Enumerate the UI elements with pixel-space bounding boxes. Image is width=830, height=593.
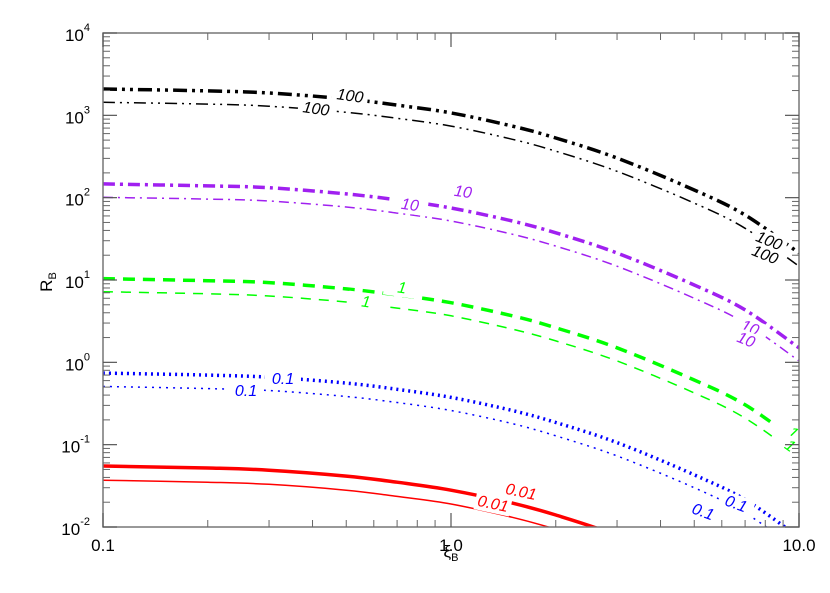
curve-label: 100 [336,86,365,107]
curve-label: 0.1 [235,383,257,400]
y-tick-label: 100 [65,351,90,374]
curve-label: 0.1 [689,501,716,525]
curve-label: 10 [453,183,473,202]
curve-label: 0.01 [476,493,510,516]
series-line-4 [103,276,799,445]
curve-label: 10 [400,196,420,215]
series-line-3 [103,196,799,362]
curve-label: 0.1 [722,493,749,517]
curve-label: 1 [396,279,407,297]
x-tick-label: 1.0 [439,536,463,555]
x-tick-label: 10.0 [782,536,815,555]
x-tick-label: 0.1 [91,536,115,555]
series-line-0 [103,87,799,255]
curve-label: 10 [734,329,757,351]
series-line-6 [103,371,788,527]
y-tick-label: 10-1 [61,434,90,457]
curve-label: 0.01 [504,481,538,504]
y-axis-title: RB [37,272,59,292]
curve-label: 0.1 [272,371,294,388]
series-line-1 [103,101,799,267]
y-tick-label: 101 [65,269,90,292]
curve-label: 1 [360,293,371,311]
y-tick-label: 10-2 [61,516,90,539]
series-line-8 [103,464,599,527]
y-tick-label: 102 [65,187,90,210]
series-line-5 [103,290,799,457]
y-tick-label: 104 [65,22,90,45]
curve-label: 100 [302,99,331,120]
series-line-2 [103,182,799,350]
y-tick-label: 103 [65,104,90,127]
axis-ticks [102,32,800,528]
